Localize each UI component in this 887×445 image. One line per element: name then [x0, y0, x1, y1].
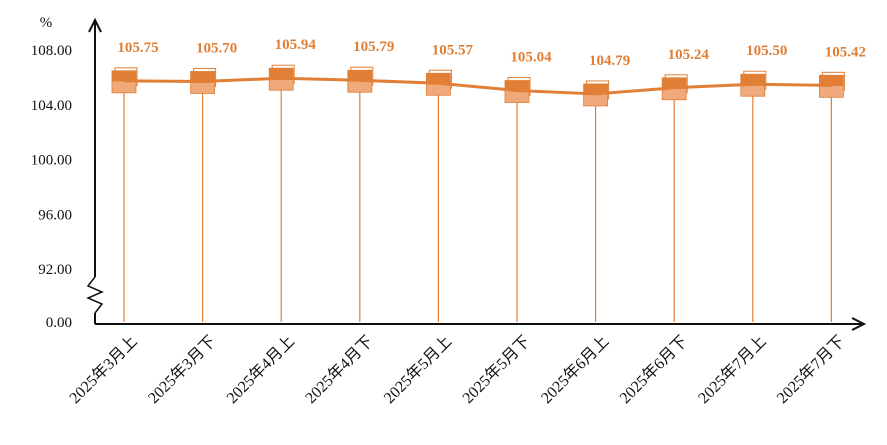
x-tick-label: 2025年6月下 [616, 332, 691, 407]
marker-lower [819, 84, 844, 98]
data-label: 105.50 [746, 43, 787, 59]
marker-lower [111, 80, 137, 94]
data-label: 105.42 [825, 44, 866, 60]
x-tick-label: 2025年4月上 [223, 332, 298, 407]
y-tick-label: 96.00 [38, 207, 72, 223]
x-tick-label: 2025年3月上 [66, 332, 141, 407]
data-label: 105.04 [510, 50, 552, 66]
x-tick-label: 2025年4月下 [302, 332, 377, 407]
y-tick-label: 100.00 [31, 153, 72, 169]
data-label: 105.70 [196, 40, 237, 56]
marker-lower [190, 81, 216, 94]
y-axis-unit-label: % [40, 15, 53, 31]
data-marker [583, 80, 610, 107]
data-label: 105.79 [353, 39, 394, 55]
y-tick-label: 92.00 [38, 262, 72, 278]
x-tick-labels: 2025年3月上 2025年3月下 2025年4月上 2025年4月下 2025年5月上… [66, 332, 848, 407]
axes: % [40, 15, 867, 331]
y-axis-arrow-icon [88, 17, 102, 33]
data-marker [740, 70, 767, 97]
marker-lower [583, 93, 608, 107]
y-tick-label: 0.00 [46, 315, 72, 331]
drop-lines [123, 78, 833, 322]
x-axis-arrow-icon [851, 317, 867, 331]
data-marker [268, 64, 295, 91]
data-marker [661, 74, 688, 101]
data-marker [504, 77, 531, 103]
x-tick-label: 2025年5月上 [380, 332, 455, 407]
data-marker [190, 67, 217, 94]
x-tick-label: 2025年5月下 [459, 332, 534, 407]
data-label: 104.79 [589, 53, 630, 69]
data-marker [111, 67, 138, 94]
data-labels: 105.75 105.70 105.94 105.79 105.57 105.04 104.… [117, 37, 866, 69]
data-label: 105.75 [117, 40, 158, 56]
y-tick-label: 104.00 [31, 98, 72, 114]
series-line [122, 76, 833, 96]
x-tick-label: 2025年6月上 [537, 332, 612, 407]
y-tick-labels: 0.00 92.00 96.00 100.00 104.00 108.00 [31, 43, 72, 331]
marker-upper [268, 67, 294, 79]
marker-upper [740, 73, 766, 85]
data-label: 105.24 [668, 47, 710, 63]
data-marker [819, 71, 845, 98]
data-label: 105.57 [432, 42, 474, 58]
x-tick-label: 2025年7月下 [773, 332, 848, 407]
x-tick-label: 2025年7月上 [695, 332, 770, 407]
y-tick-label: 108.00 [31, 43, 72, 59]
x-tick-label: 2025年3月下 [144, 332, 219, 407]
data-label: 105.94 [275, 37, 317, 53]
y-axis-break-icon [86, 276, 104, 314]
